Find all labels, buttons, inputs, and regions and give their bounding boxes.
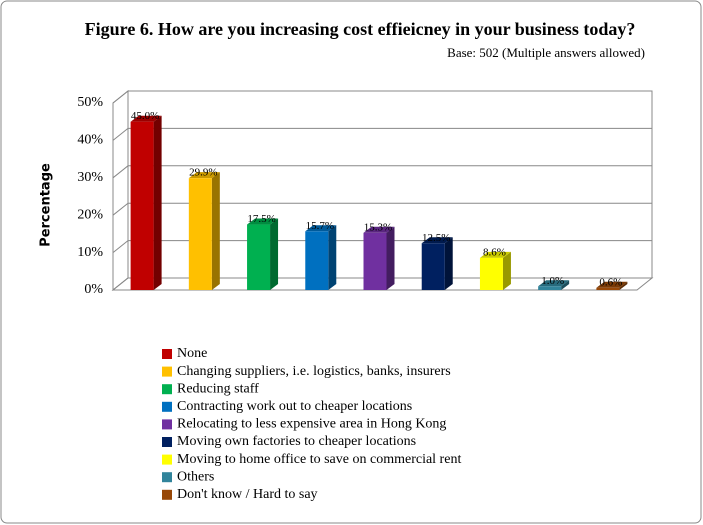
bar	[479, 257, 503, 290]
chart-subtitle: Base: 502 (Multiple answers allowed)	[447, 45, 645, 60]
bar-top	[479, 251, 511, 258]
bar-top	[188, 172, 220, 179]
bar	[188, 178, 212, 290]
legend-label: Others	[177, 469, 214, 484]
legend-label: Moving own factories to cheaper location…	[177, 434, 416, 449]
bar-side	[386, 226, 395, 290]
grid-line	[112, 165, 652, 179]
bar-top	[305, 225, 337, 232]
bar-side	[502, 251, 511, 290]
legend-swatch	[162, 349, 172, 359]
y-tick-label: 10%	[77, 245, 103, 260]
bar-top	[363, 226, 395, 233]
legend-label: Relocating to less expensive area in Hon…	[177, 417, 446, 432]
value-label: 1.0%	[541, 275, 564, 287]
y-tick-label: 40%	[77, 133, 103, 148]
bar-top	[596, 281, 628, 288]
bar-top	[130, 115, 162, 122]
legend-swatch	[162, 472, 172, 483]
bar	[247, 224, 271, 290]
bar-top	[421, 237, 453, 244]
bar	[421, 243, 445, 290]
bar-top	[247, 218, 279, 225]
y-tick-label: 20%	[77, 207, 103, 222]
bar-top	[538, 280, 570, 287]
legend-label: Contracting work out to cheaper location…	[177, 399, 412, 414]
value-label: 0.6%	[599, 276, 622, 288]
value-label: 15.3%	[364, 221, 392, 233]
bar-side	[561, 280, 570, 290]
title-box: Figure 6. How are you increasing cost ef…	[84, 19, 636, 39]
legend-swatch	[162, 454, 172, 465]
bar	[130, 121, 154, 290]
y-tick-label: 0%	[84, 282, 103, 297]
value-label: 45.0%	[131, 110, 159, 122]
bar	[305, 231, 329, 290]
grid-line	[112, 90, 652, 104]
legend-label: None	[177, 346, 207, 361]
grid-line	[112, 277, 652, 291]
side-wall	[112, 89, 129, 292]
legend-swatch	[162, 384, 172, 395]
bar	[538, 286, 562, 290]
legend-swatch	[162, 419, 172, 430]
bar-side	[444, 237, 453, 290]
chart-title: Figure 6. How are you increasing cost ef…	[84, 19, 636, 39]
bar-side	[211, 172, 220, 290]
value-label: 17.5%	[247, 213, 275, 225]
legend-swatch	[162, 401, 172, 412]
value-label: 12.5%	[422, 232, 450, 244]
y-tick-label: 30%	[77, 170, 103, 185]
grid-line	[112, 127, 652, 141]
legend-label: Moving to home office to save on commerc…	[177, 452, 461, 467]
y-tick-label: 50%	[77, 95, 103, 110]
grid-line	[112, 240, 652, 253]
bar-side	[153, 115, 162, 290]
grid-line	[112, 202, 652, 216]
legend-label: Changing suppliers, i.e. logistics, bank…	[177, 364, 451, 379]
legend-swatch	[162, 437, 172, 447]
legend-swatch	[162, 366, 172, 377]
value-label: 29.9%	[189, 167, 217, 179]
bar	[363, 232, 387, 290]
legend-label: Reducing staff	[177, 381, 259, 396]
y-axis-label: Percentage	[39, 163, 54, 247]
legend-swatch	[162, 489, 172, 500]
legend-label: Don't know / Hard to say	[177, 487, 318, 502]
bar-side	[619, 281, 628, 290]
bar	[596, 287, 620, 290]
bar-side	[328, 225, 337, 290]
value-label: 8.6%	[483, 246, 506, 258]
bar-side	[270, 218, 279, 290]
value-label: 15.7%	[306, 220, 334, 232]
